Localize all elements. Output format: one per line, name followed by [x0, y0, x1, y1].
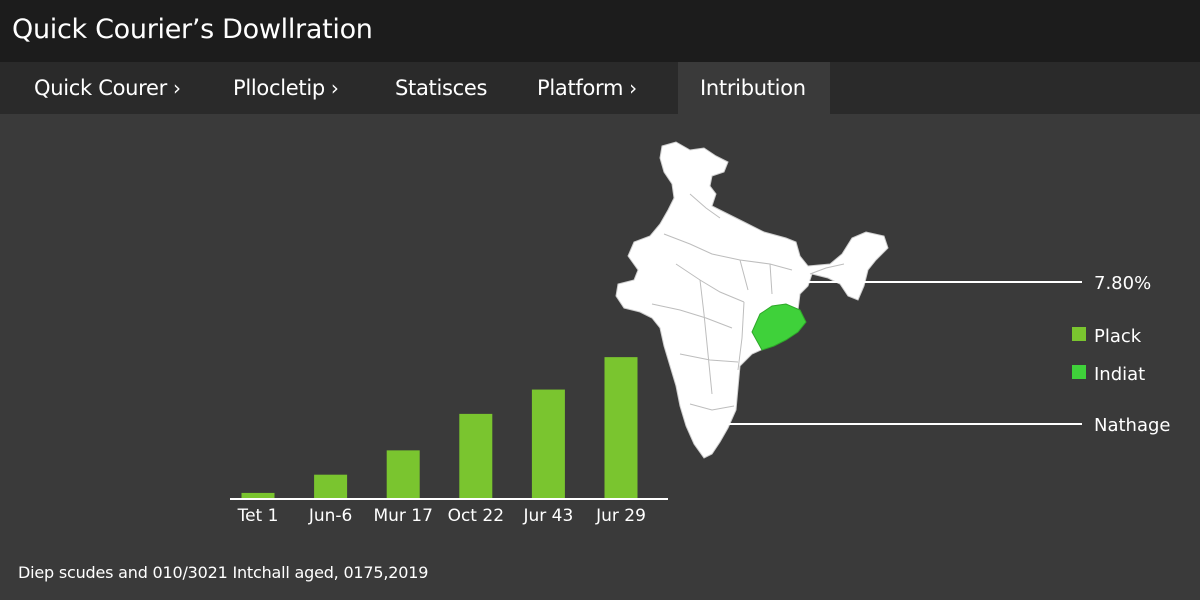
tab-bar: Quick Courer › Pllocletip › Statisces Plat… — [0, 62, 1200, 114]
tab-label: Pllocletip — [233, 76, 325, 100]
x-tick-label: Oct 22 — [448, 506, 504, 526]
bar-tet-1 — [241, 492, 275, 499]
tab-platform[interactable]: Platform › — [506, 62, 678, 114]
bar-jur-43 — [531, 389, 565, 499]
annotation-percent: 7.80% — [1094, 273, 1151, 294]
chevron-right-icon: › — [330, 76, 339, 100]
tab-label: Platform — [537, 76, 624, 100]
legend-label-plack: Plack — [1094, 326, 1142, 347]
tab-label: Quick Courer — [34, 76, 168, 100]
bar-mur-17 — [386, 450, 420, 499]
tab-statisces[interactable]: Statisces — [366, 62, 506, 114]
x-tick-labels: Tet 1 Jun-6 Mur 17 Oct 22 Jur 43 Jur 29 — [237, 506, 646, 526]
x-tick-label: Tet 1 — [237, 506, 279, 526]
india-state-borders — [651, 193, 845, 411]
legend-swatch-indiat — [1072, 365, 1086, 379]
bar-oct-22 — [459, 413, 493, 499]
x-tick-label: Jur 29 — [595, 506, 646, 526]
tab-label: Statisces — [395, 76, 488, 100]
bar-jun-6 — [314, 474, 348, 499]
tab-pllocletip[interactable]: Pllocletip › — [206, 62, 366, 114]
x-tick-label: Mur 17 — [373, 506, 432, 526]
tab-quick-courer[interactable]: Quick Courer › — [0, 62, 206, 114]
x-tick-label: Jun-6 — [308, 506, 353, 526]
chevron-right-icon: › — [173, 76, 181, 100]
bar-jur-29 — [604, 357, 638, 499]
tab-label: Intribution — [700, 76, 806, 100]
chevron-right-icon: › — [629, 76, 637, 100]
footer-caption: Diep scudes and 010/3021 Intchall aged, … — [18, 563, 429, 582]
legend-label-indiat: Indiat — [1094, 364, 1145, 385]
tab-intribution[interactable]: Intribution — [678, 62, 830, 114]
india-map-shape — [615, 141, 889, 459]
bar-series — [241, 357, 638, 499]
distribution-chart: 7.80% Nathage Plack Indiat Tet 1 Jun-6 Mur… — [230, 141, 1171, 526]
app-title: Quick Courier’s Dowllration — [12, 14, 373, 45]
x-tick-label: Jur 43 — [522, 506, 573, 526]
odisha-highlight — [751, 303, 807, 351]
title-bar: Quick Courier’s Dowllration — [0, 0, 1200, 62]
india-map-icon — [615, 141, 889, 459]
annotation-nathage: Nathage — [1094, 415, 1171, 436]
legend-swatch-plack — [1072, 327, 1086, 341]
